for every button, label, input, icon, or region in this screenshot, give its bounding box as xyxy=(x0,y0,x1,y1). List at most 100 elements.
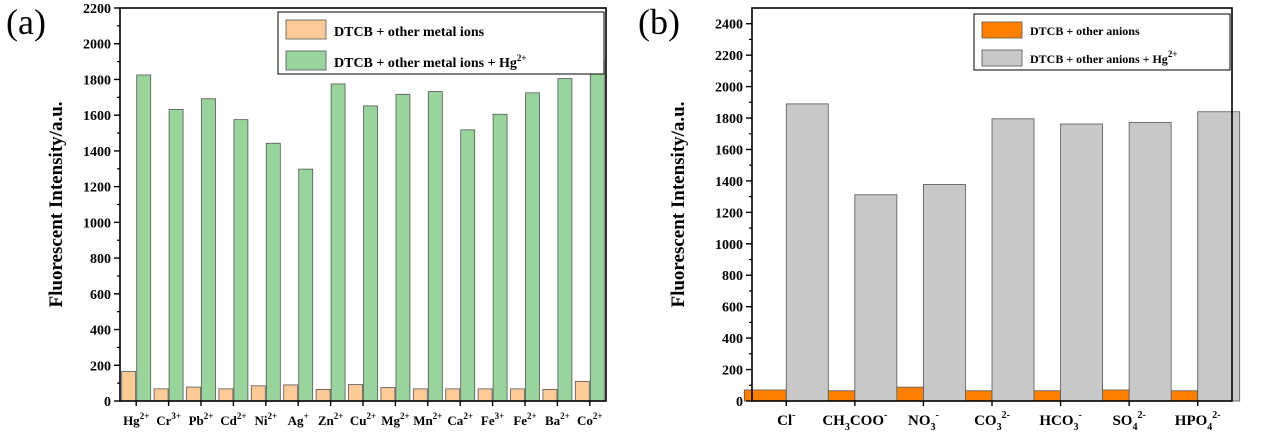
a-panel-label: (a) xyxy=(6,2,46,42)
b-bar-series2-2 xyxy=(923,183,966,402)
a-bar-series1-7 xyxy=(348,384,363,402)
panel-b-chart: (b) 0 200 400 600 800 1000 1200 1400 1600 1800 2000… xyxy=(638,2,1241,433)
a-bar-series2-13 xyxy=(557,78,573,402)
a-bar-series2-11 xyxy=(492,113,508,402)
a-bar-series1-0 xyxy=(121,371,137,402)
a-y-tick-label: 2000 xyxy=(83,38,111,53)
b-legend-swatch-2 xyxy=(981,49,1023,67)
a-bar-series1-4 xyxy=(250,385,266,402)
a-y-tick-label: 1400 xyxy=(83,145,111,160)
b-legend-swatch-1 xyxy=(981,21,1023,39)
b-y-tick-label: 200 xyxy=(722,364,743,379)
b-x-category-label: NO3- xyxy=(908,410,939,433)
a-y-tick-label: 600 xyxy=(90,288,111,303)
a-y-tick-label: 1000 xyxy=(83,216,111,231)
b-bar-series2-4 xyxy=(1060,123,1103,402)
b-bar-series1-0 xyxy=(743,389,787,402)
a-x-category-label: Fe2+ xyxy=(513,411,536,428)
a-bar-series2-5 xyxy=(298,168,314,402)
b-y-tick-label: 1200 xyxy=(715,206,743,221)
b-y-tick-label: 2200 xyxy=(715,49,743,64)
a-bar-series1-9 xyxy=(412,388,428,402)
a-legend-entry-2: DTCB + other metal ions + Hg2+ xyxy=(334,53,527,71)
a-bar-series1-14 xyxy=(574,380,590,402)
a-bar-series2-0 xyxy=(136,74,152,402)
b-x-category-label: HPO42- xyxy=(1175,410,1221,433)
a-x-category-label: Fe3+ xyxy=(481,411,504,428)
b-bar-series2-5 xyxy=(1128,122,1172,402)
b-y-tick-label: 1600 xyxy=(715,143,743,158)
a-legend-swatch-2 xyxy=(285,50,327,71)
a-bar-series1-12 xyxy=(510,388,525,402)
a-y-axis-title: Fluorescent Intensity/a.u. xyxy=(46,101,67,307)
b-legend-entry-1: DTCB + other anions xyxy=(1030,24,1140,38)
a-x-category-label: Pb2+ xyxy=(189,411,214,428)
b-y-tick-label: 0 xyxy=(736,395,743,410)
a-legend-entry-1: DTCB + other metal ions xyxy=(334,25,485,40)
a-bar-series2-10 xyxy=(460,129,476,402)
a-bar-series1-3 xyxy=(218,388,234,402)
a-bar-series2-2 xyxy=(201,98,216,402)
a-y-tick-label: 2200 xyxy=(83,2,111,17)
a-legend-swatch-1 xyxy=(285,19,327,40)
a-bar-series1-2 xyxy=(186,386,201,402)
b-y-tick-label: 1800 xyxy=(715,112,743,127)
b-bar-series2-3 xyxy=(991,118,1035,402)
b-x-category-label: CO32- xyxy=(974,410,1010,433)
a-x-category-label: Cd2+ xyxy=(220,411,246,428)
a-bar-series2-4 xyxy=(265,142,281,402)
a-x-category-label: Mg2+ xyxy=(381,411,409,428)
a-y-tick-label: 1200 xyxy=(83,181,111,196)
a-y-tick-label: 800 xyxy=(90,252,111,267)
b-bar-series2-1 xyxy=(854,194,898,402)
b-y-tick-label: 2400 xyxy=(715,18,743,33)
a-bar-series2-12 xyxy=(525,92,540,402)
a-bar-series2-14 xyxy=(589,60,605,402)
a-bar-series2-3 xyxy=(233,119,249,402)
b-x-category-label: HCO3- xyxy=(1039,410,1082,433)
a-x-category-label: Ca2+ xyxy=(447,411,473,428)
a-bar-series1-6 xyxy=(315,388,331,402)
b-legend-entry-2: DTCB + other anions + Hg2+ xyxy=(1030,49,1177,66)
a-bar-series1-10 xyxy=(445,388,461,402)
b-y-tick-label: 800 xyxy=(722,269,743,284)
a-x-category-label: Cu2+ xyxy=(350,411,376,428)
a-x-category-label: Ag+ xyxy=(288,411,309,428)
a-x-category-label: Mn2+ xyxy=(413,411,442,428)
b-y-tick-label: 1400 xyxy=(715,175,743,190)
b-y-tick-label: 600 xyxy=(722,301,743,316)
b-y-tick-label: 1000 xyxy=(715,238,743,253)
b-panel-label: (b) xyxy=(638,2,680,42)
a-bar-series1-11 xyxy=(477,388,493,402)
b-bar-series2-0 xyxy=(785,103,829,402)
a-bar-series2-6 xyxy=(330,83,346,402)
panel-a-chart: (a) 0 200 400 600 800 1000 1200 1400 1600 1800 2000… xyxy=(6,2,607,428)
a-x-category-label: Co2+ xyxy=(577,411,603,428)
a-x-category-label: Hg2+ xyxy=(123,411,149,428)
b-x-category-label: Cl- xyxy=(777,410,795,429)
b-x-category-label: SO42- xyxy=(1112,410,1145,433)
b-x-category-label: CH3COO- xyxy=(822,410,887,433)
a-bar-series2-9 xyxy=(427,91,443,402)
a-y-tick-label: 1800 xyxy=(83,73,111,88)
b-bar-series2-6 xyxy=(1197,111,1241,402)
b-y-axis-title: Fluorescent Intensity/a.u. xyxy=(668,101,689,307)
a-bar-series1-8 xyxy=(380,387,396,402)
a-y-tick-label: 1600 xyxy=(83,109,111,124)
a-bar-series1-5 xyxy=(283,384,299,402)
a-x-category-label: Ni2+ xyxy=(254,411,277,428)
a-bar-series1-13 xyxy=(542,388,558,402)
a-x-category-label: Ba2+ xyxy=(545,411,570,428)
a-legend-box xyxy=(277,11,605,75)
a-bar-series2-7 xyxy=(363,105,378,402)
a-x-category-label: Cr3+ xyxy=(156,411,181,428)
b-y-tick-label: 2000 xyxy=(715,81,743,96)
a-x-category-label: Zn2+ xyxy=(318,411,344,428)
a-bar-series1-1 xyxy=(153,388,169,402)
a-bar-series2-1 xyxy=(168,109,184,402)
a-y-tick-label: 0 xyxy=(104,395,111,410)
b-y-tick-label: 400 xyxy=(722,332,743,347)
a-y-tick-label: 400 xyxy=(90,324,111,339)
a-bar-series2-8 xyxy=(395,93,411,402)
